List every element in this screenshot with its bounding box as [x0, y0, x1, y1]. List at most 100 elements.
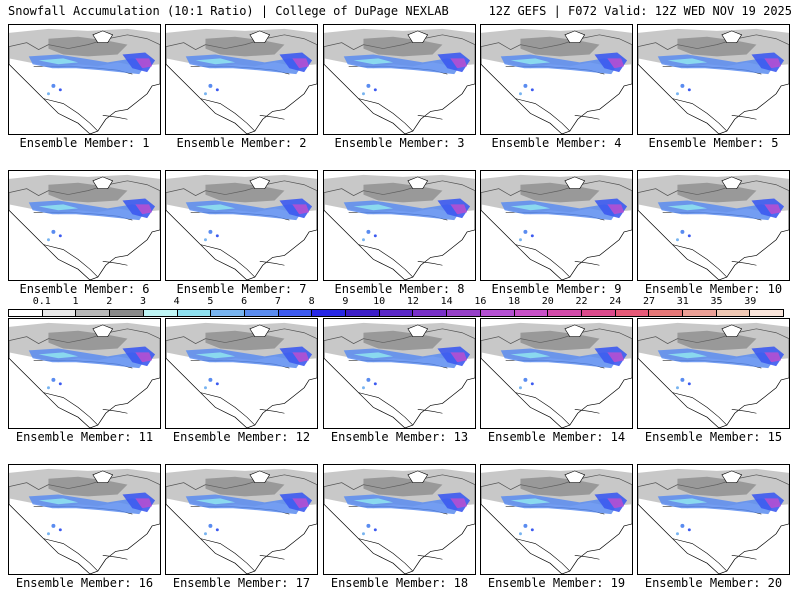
colorbar-cell	[143, 310, 178, 316]
ensemble-member-map	[323, 24, 476, 135]
ensemble-member-map	[637, 24, 790, 135]
ensemble-member-label: Ensemble Member: 10	[644, 282, 783, 296]
colorbar-cell	[548, 310, 582, 316]
colorbar-cell	[346, 310, 380, 316]
colorbar-cell	[177, 310, 212, 316]
colorbar-cell	[581, 310, 616, 316]
colorbar-labels: 0.1 1 2 3 4 5 6 7 8 9 10 12 14 16 18 20 22 24 27 31 35 39	[8, 296, 784, 308]
ensemble-member-label: Ensemble Member: 11	[15, 430, 154, 444]
colorbar-cell	[683, 310, 717, 316]
colorbar-tick-label: 1	[72, 296, 79, 307]
colorbar-tick-label: 10	[373, 296, 386, 307]
model-run-info: 12Z GEFS | F072 Valid: 12Z WED NOV 19 20…	[488, 4, 792, 18]
ensemble-member-label: Ensemble Member: 7	[176, 282, 307, 296]
colorbar-tick-label: 35	[710, 296, 723, 307]
ensemble-member-label: Ensemble Member: 17	[172, 576, 311, 590]
snowfall-map	[638, 468, 789, 574]
ensemble-member-label: Ensemble Member: 9	[491, 282, 622, 296]
colorbar-cell	[211, 310, 245, 316]
ensemble-member-map	[8, 318, 161, 429]
ensemble-member-label: Ensemble Member: 15	[644, 430, 783, 444]
snowfall-map	[481, 468, 632, 574]
snowfall-map	[166, 322, 317, 428]
ensemble-member-map	[637, 318, 790, 429]
colorbar-cell	[649, 310, 684, 316]
colorbar-cell	[716, 310, 751, 316]
snowfall-map	[166, 28, 317, 134]
snowfall-map	[481, 28, 632, 134]
colorbar-cell	[9, 310, 43, 316]
ensemble-member-label: Ensemble Member: 8	[334, 282, 465, 296]
colorbar-tick-label: 6	[241, 296, 248, 307]
ensemble-member-label: Ensemble Member: 18	[330, 576, 469, 590]
colorbar-tick-label: 2	[106, 296, 113, 307]
ensemble-member-map	[637, 170, 790, 281]
colorbar-tick-label: 4	[173, 296, 180, 307]
snowfall-colorbar	[8, 309, 784, 317]
ensemble-member-label: Ensemble Member: 13	[330, 430, 469, 444]
snowfall-map	[166, 468, 317, 574]
colorbar-cell	[278, 310, 313, 316]
ensemble-member-map	[165, 170, 318, 281]
snowfall-map	[638, 28, 789, 134]
colorbar-cell	[480, 310, 515, 316]
ensemble-member-label: Ensemble Member: 5	[648, 136, 779, 150]
snowfall-map	[638, 174, 789, 280]
ensemble-member-label: Ensemble Member: 14	[487, 430, 626, 444]
colorbar-tick-label: 0.1	[32, 296, 51, 307]
colorbar-tick-label: 16	[474, 296, 487, 307]
snowfall-map	[638, 322, 789, 428]
snowfall-map	[9, 28, 160, 134]
ensemble-member-map	[165, 464, 318, 575]
ensemble-member-label: Ensemble Member: 12	[172, 430, 311, 444]
colorbar-tick-label: 20	[541, 296, 554, 307]
colorbar-tick-label: 5	[207, 296, 214, 307]
colorbar-cell	[312, 310, 347, 316]
colorbar-cell	[615, 310, 650, 316]
ensemble-member-map	[323, 318, 476, 429]
snowfall-map	[324, 468, 475, 574]
colorbar-tick-label: 8	[308, 296, 315, 307]
ensemble-member-label: Ensemble Member: 20	[644, 576, 783, 590]
ensemble-member-map	[165, 24, 318, 135]
colorbar-cell	[379, 310, 414, 316]
ensemble-member-label: Ensemble Member: 19	[487, 576, 626, 590]
ensemble-member-map	[8, 24, 161, 135]
colorbar-tick-label: 31	[676, 296, 689, 307]
colorbar-tick-label: 22	[575, 296, 588, 307]
snowfall-map	[9, 322, 160, 428]
ensemble-member-map	[323, 170, 476, 281]
colorbar-cell	[110, 310, 144, 316]
colorbar-cell	[76, 310, 111, 316]
colorbar-cell	[447, 310, 481, 316]
ensemble-member-label: Ensemble Member: 2	[176, 136, 307, 150]
snowfall-map	[481, 322, 632, 428]
snowfall-map	[324, 322, 475, 428]
snowfall-map	[324, 28, 475, 134]
ensemble-member-label: Ensemble Member: 1	[19, 136, 150, 150]
colorbar-cell	[514, 310, 549, 316]
ensemble-member-map	[480, 24, 633, 135]
ensemble-member-map	[8, 464, 161, 575]
snowfall-map	[9, 468, 160, 574]
ensemble-member-map	[8, 170, 161, 281]
ensemble-member-map	[323, 464, 476, 575]
colorbar-tick-label: 14	[440, 296, 453, 307]
colorbar-tick-label: 39	[744, 296, 757, 307]
ensemble-member-map	[480, 464, 633, 575]
snowfall-map	[166, 174, 317, 280]
colorbar-tick-label: 9	[342, 296, 349, 307]
colorbar-cell	[413, 310, 448, 316]
ensemble-member-map	[637, 464, 790, 575]
ensemble-member-label: Ensemble Member: 6	[19, 282, 150, 296]
colorbar-tick-label: 3	[139, 296, 146, 307]
colorbar-cell	[244, 310, 279, 316]
ensemble-member-label: Ensemble Member: 16	[15, 576, 154, 590]
snowfall-map	[9, 174, 160, 280]
snowfall-map	[481, 174, 632, 280]
map-title: Snowfall Accumulation (10:1 Ratio) | Col…	[8, 4, 449, 18]
ensemble-member-label: Ensemble Member: 3	[334, 136, 465, 150]
snowfall-map	[324, 174, 475, 280]
ensemble-member-label: Ensemble Member: 4	[491, 136, 622, 150]
ensemble-member-map	[480, 170, 633, 281]
